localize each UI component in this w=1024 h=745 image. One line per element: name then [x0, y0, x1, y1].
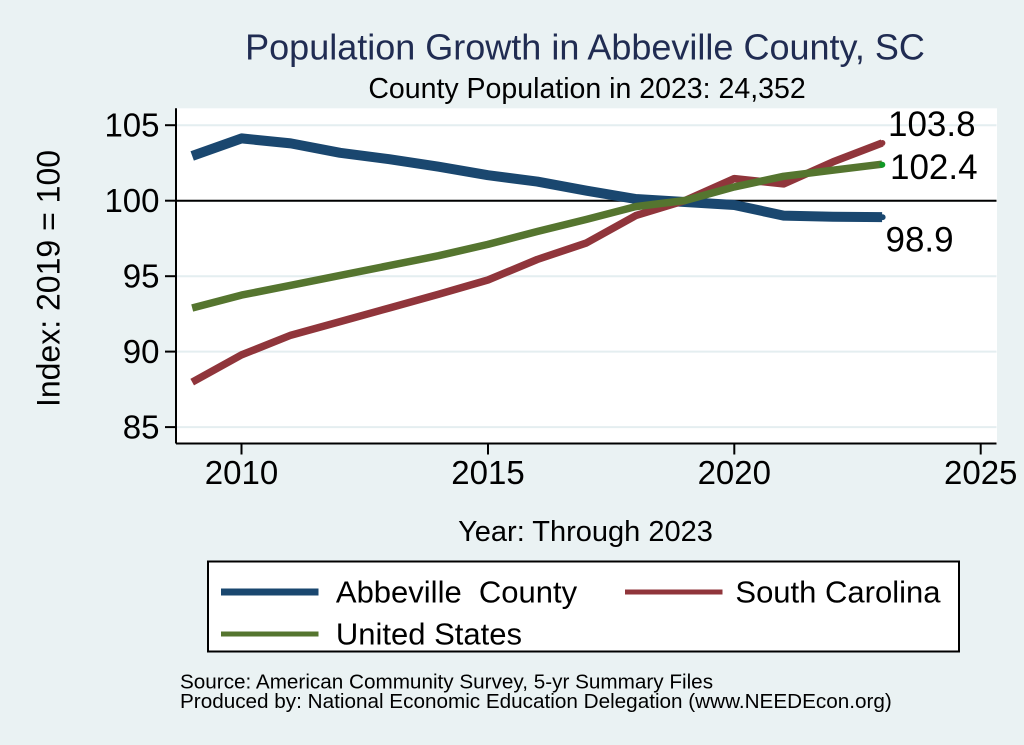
svg-text:2025: 2025: [944, 454, 1017, 491]
svg-text:Year: Through 2023: Year: Through 2023: [458, 516, 713, 548]
svg-text:103.8: 103.8: [888, 105, 976, 144]
svg-text:2020: 2020: [698, 454, 771, 491]
svg-text:Index: 2019 = 100: Index: 2019 = 100: [31, 150, 67, 407]
svg-text:102.4: 102.4: [890, 148, 978, 187]
svg-text:98.9: 98.9: [886, 221, 954, 260]
svg-text:85: 85: [123, 408, 160, 445]
svg-text:County Population in 2023: 24,: County Population in 2023: 24,352: [368, 73, 805, 105]
svg-text:United States: United States: [336, 617, 522, 652]
svg-text:2010: 2010: [205, 454, 278, 491]
svg-text:South Carolina: South Carolina: [735, 575, 941, 610]
svg-text:105: 105: [104, 107, 159, 144]
svg-text:2015: 2015: [451, 454, 524, 491]
svg-text:Population Growth in Abbeville: Population Growth in Abbeville County, S…: [245, 27, 925, 68]
svg-text:100: 100: [104, 182, 159, 219]
svg-text:Source: American Community Sur: Source: American Community Survey, 5-yr …: [180, 671, 713, 694]
svg-text:90: 90: [123, 333, 160, 370]
svg-text:95: 95: [123, 258, 160, 295]
svg-text:Produced by: National Economic: Produced by: National Economic Education…: [180, 690, 892, 713]
svg-text:Abbeville County: Abbeville County: [336, 575, 578, 610]
